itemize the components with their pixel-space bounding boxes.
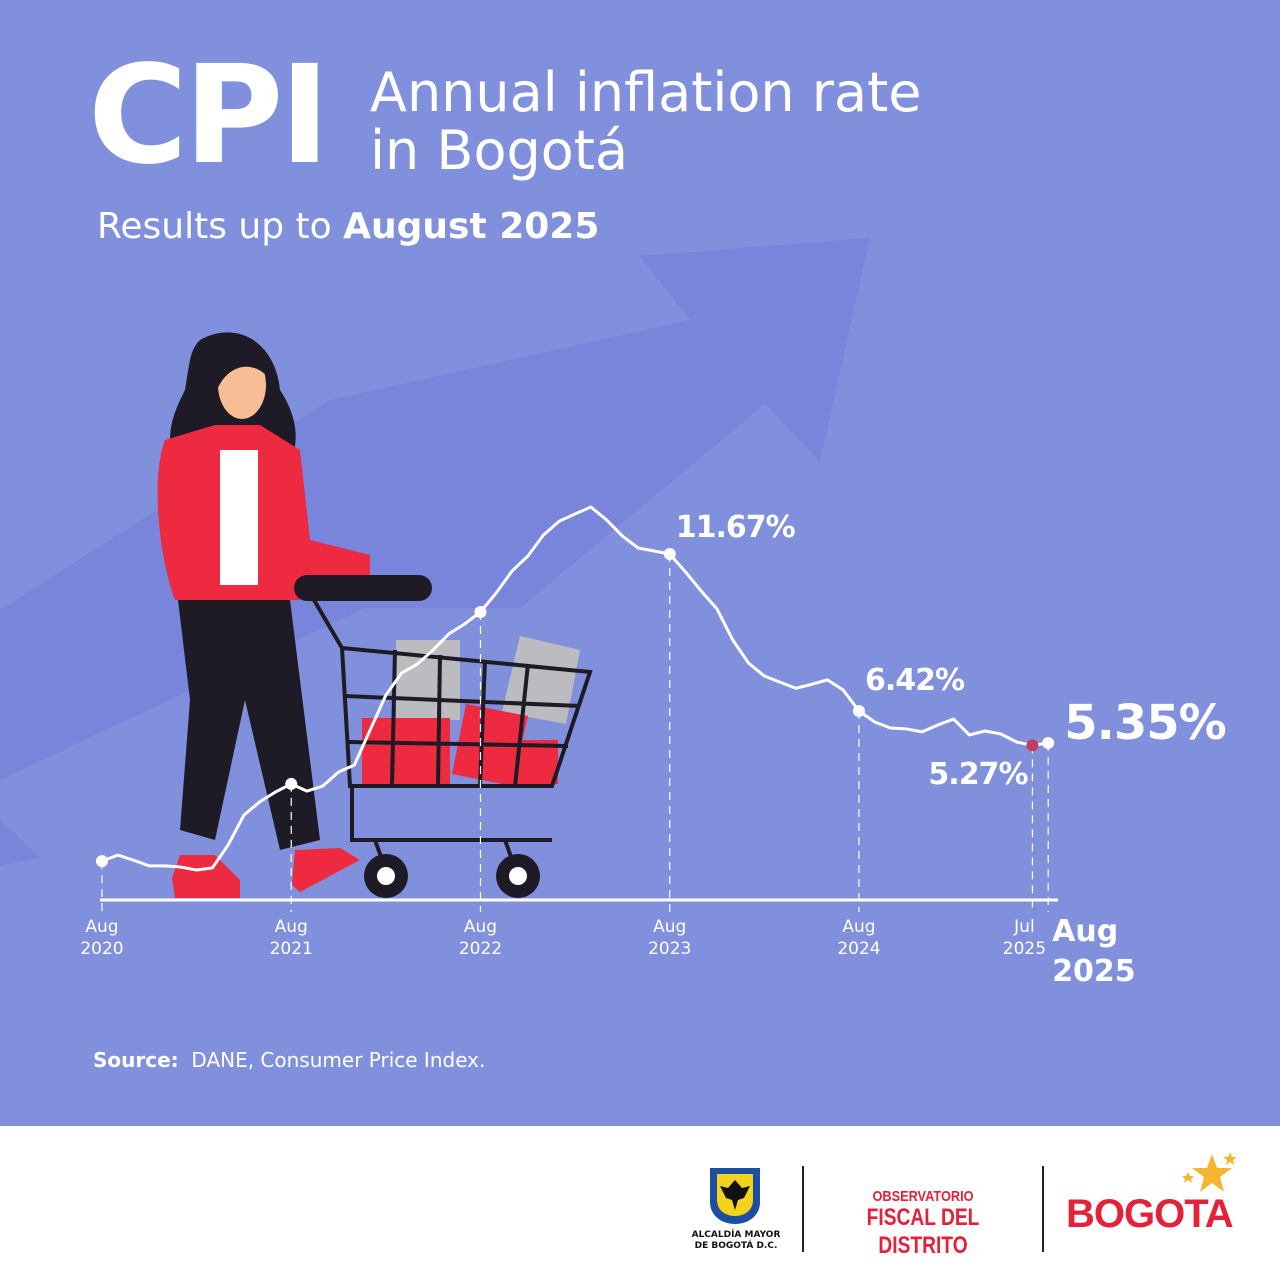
tick-month: Aug xyxy=(842,917,876,937)
tick-year: 2022 xyxy=(458,939,503,959)
tick-month: Jul xyxy=(1014,917,1035,937)
footer-logos: ALCALDÍA MAYOR DE BOGOTÁ D.C. OBSERVATOR… xyxy=(0,1126,1280,1280)
tick-year: 2025 xyxy=(1052,954,1136,989)
source-label: Source: xyxy=(93,1048,179,1072)
x-tick-label: Aug 2024 xyxy=(819,916,899,960)
data-label: 11.67% xyxy=(675,510,796,545)
tick-month: Aug xyxy=(653,917,687,937)
x-tick-label: Aug 2022 xyxy=(440,916,520,960)
tick-month: Aug xyxy=(85,917,119,937)
infographic: CPI Annual inflation rate in Bogotá Resu… xyxy=(0,0,1280,1126)
cpi-acronym: CPI xyxy=(88,37,330,195)
title-line-2: in Bogotá xyxy=(370,119,629,182)
data-point xyxy=(1042,736,1055,749)
data-point xyxy=(474,606,487,619)
divider xyxy=(1042,1166,1044,1252)
source-note: Source: DANE, Consumer Price Index. xyxy=(93,1048,485,1072)
data-point xyxy=(96,855,108,868)
tick-month: Aug xyxy=(274,917,308,937)
alcaldia-logo-text: ALCALDÍA MAYOR DE BOGOTÁ D.C. xyxy=(688,1230,784,1252)
observatorio-line-2: FISCAL DEL DISTRITO xyxy=(866,1204,980,1259)
divider xyxy=(802,1166,804,1252)
chart-canvas xyxy=(0,238,1058,912)
data-label: 5.35% xyxy=(1064,694,1227,751)
subtitle-prefix: Results up to xyxy=(97,206,332,247)
page-title: Annual inflation rate in Bogotá xyxy=(370,64,922,180)
data-label: 6.42% xyxy=(864,662,965,698)
bogota-coat-of-arms-icon xyxy=(710,1168,760,1224)
stars-icon xyxy=(1182,1152,1237,1192)
subtitle-period: August 2025 xyxy=(343,206,600,247)
tick-year: 2021 xyxy=(269,939,313,959)
tick-year: 2023 xyxy=(648,939,692,959)
title-line-1: Annual inflation rate xyxy=(370,61,922,124)
subtitle: Results up to August 2025 xyxy=(97,206,599,247)
alcaldia-line-1: ALCALDÍA MAYOR xyxy=(691,1230,781,1240)
alcaldia-line-2: DE BOGOTÁ D.C. xyxy=(694,1241,778,1251)
observatorio-line-1: OBSERVATORIO xyxy=(872,1188,974,1205)
x-tick-label: Aug 2025 xyxy=(1052,912,1172,992)
x-tick-label: Aug 2020 xyxy=(62,916,142,960)
data-point xyxy=(1026,739,1039,752)
bogota-logo: BOGOTA xyxy=(1066,1192,1234,1236)
tick-month: Aug xyxy=(1052,914,1119,949)
tick-year: 2024 xyxy=(837,939,881,959)
data-point xyxy=(285,777,298,790)
data-point xyxy=(663,548,676,560)
x-tick-label: Aug 2021 xyxy=(251,916,331,960)
tick-year: 2020 xyxy=(80,939,124,959)
tick-year: 2025 xyxy=(1002,939,1047,959)
source-text: DANE, Consumer Price Index. xyxy=(191,1048,486,1072)
data-point xyxy=(852,704,865,717)
x-tick-label: Jul 2025 xyxy=(984,916,1064,960)
data-label: 5.27% xyxy=(928,757,1028,793)
tick-month: Aug xyxy=(463,917,498,937)
inflation-line xyxy=(101,505,1049,872)
x-tick-label: Aug 2023 xyxy=(630,916,710,960)
